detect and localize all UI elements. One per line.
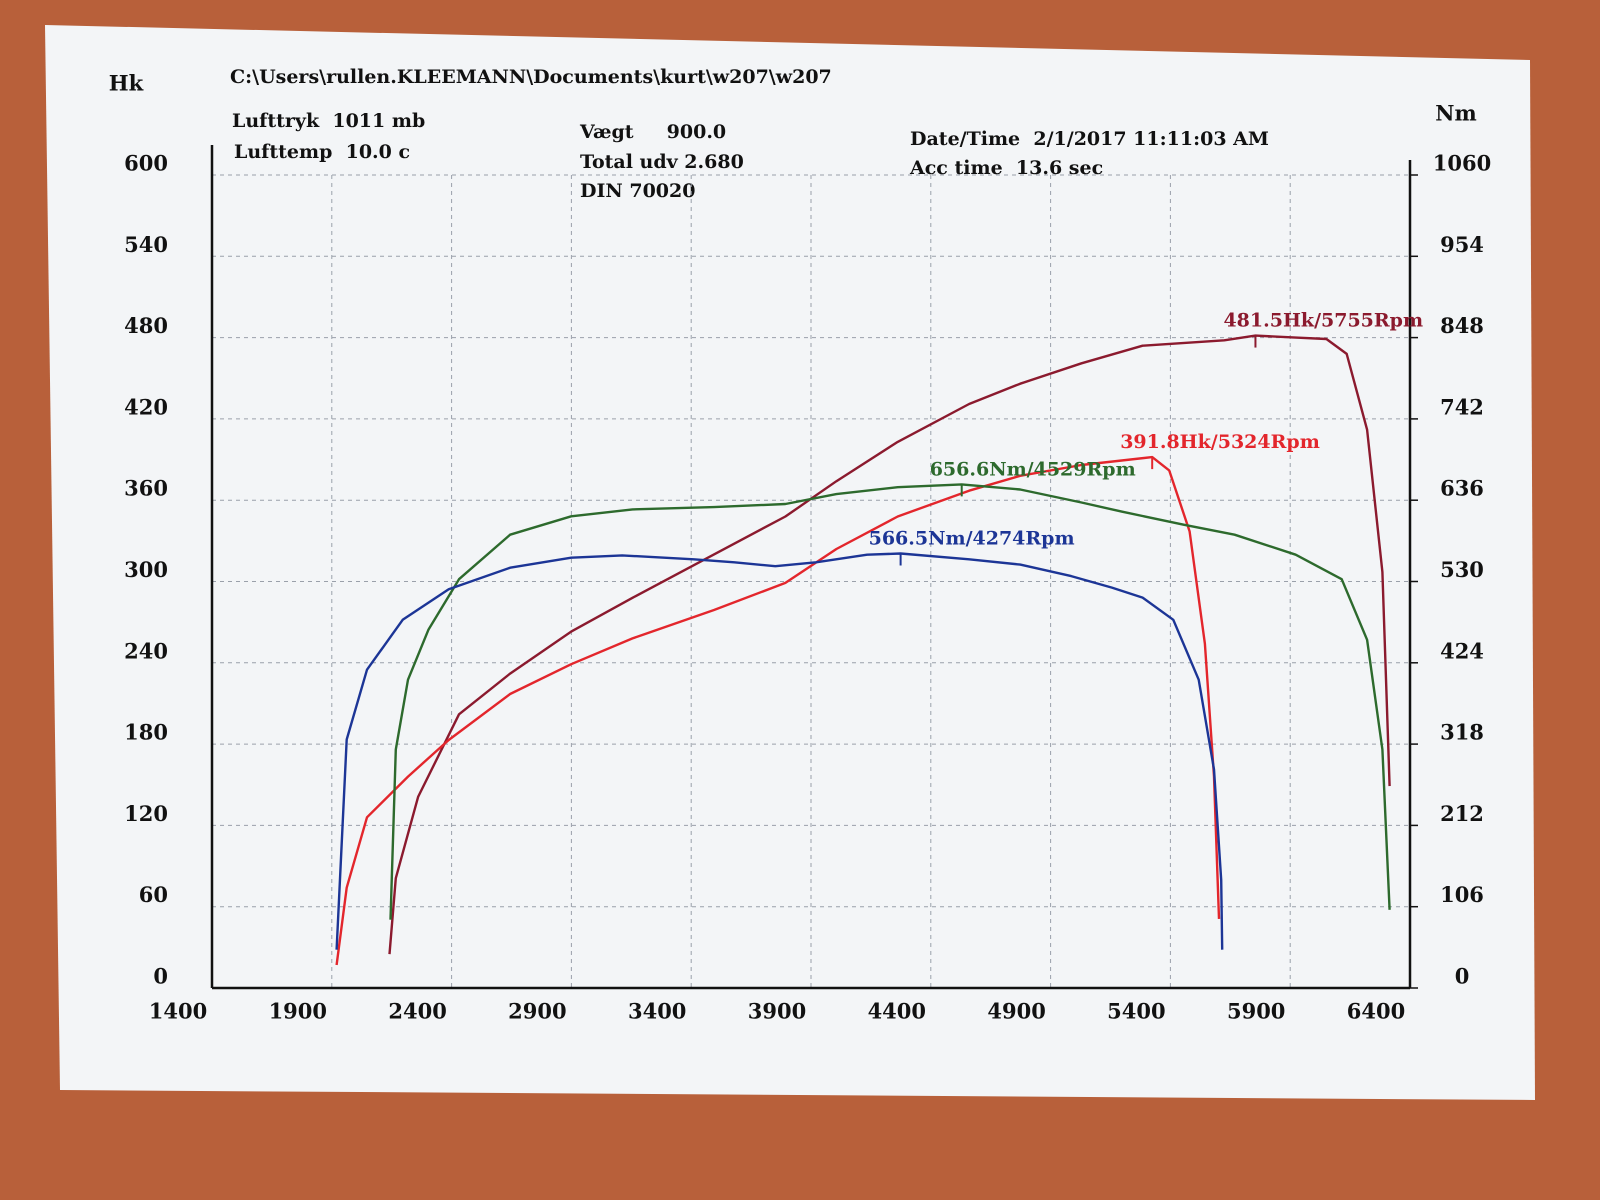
y-tick-label: 360 (124, 476, 168, 501)
peak-label: 566.5Nm/4274Rpm (869, 528, 1075, 550)
x-tick-label: 2400 (388, 999, 446, 1024)
info-text: Acc time 13.6 sec (909, 157, 1103, 179)
x-tick-label: 3400 (628, 999, 686, 1024)
y-axis-title: Hk (109, 71, 144, 96)
info-text: Date/Time 2/1/2017 11:11:03 AM (910, 128, 1269, 150)
x-tick-label: 5900 (1227, 999, 1285, 1024)
y2-tick-label: 0 (1455, 964, 1470, 989)
y2-tick-label: 848 (1440, 313, 1484, 338)
y-tick-label: 480 (124, 313, 168, 338)
y2-tick-label: 742 (1440, 394, 1484, 419)
y2-tick-label: 1060 (1433, 151, 1491, 176)
y2-tick-label: 318 (1440, 720, 1484, 745)
x-tick-label: 4900 (987, 999, 1045, 1024)
x-tick-label: 3900 (748, 999, 806, 1024)
y-tick-label: 600 (124, 151, 168, 176)
y-tick-label: 240 (124, 638, 168, 663)
curve (335, 552, 1224, 950)
x-tick-label: 2900 (508, 999, 566, 1024)
curve (388, 334, 1391, 955)
y2-tick-label: 106 (1440, 882, 1484, 907)
y-tick-label: 60 (139, 882, 168, 907)
y-tick-label: 540 (124, 232, 168, 257)
paper (45, 25, 1535, 1100)
y2-tick-label: 530 (1440, 557, 1484, 582)
x-tick-label: 5400 (1107, 999, 1165, 1024)
y2-tick-label: 636 (1440, 476, 1484, 501)
y-tick-label: 420 (124, 394, 168, 419)
y-tick-label: 180 (124, 720, 168, 745)
peak-label: 481.5Hk/5755Rpm (1223, 310, 1423, 332)
y2-tick-label: 424 (1440, 638, 1484, 663)
peak-label: 391.8Hk/5324Rpm (1120, 431, 1320, 453)
y-tick-label: 300 (124, 557, 168, 582)
info-text: DIN 70020 (580, 180, 695, 202)
info-text: C:\Users\rullen.KLEEMANN\Documents\kurt\… (230, 66, 832, 88)
x-tick-label: 1900 (269, 999, 327, 1024)
y-tick-label: 0 (153, 964, 168, 989)
curve (389, 483, 1391, 920)
y2-axis-title: Nm (1435, 101, 1476, 126)
peak-label: 656.6Nm/4529Rpm (930, 458, 1136, 480)
y2-tick-label: 212 (1440, 801, 1484, 826)
info-text: Vægt 900.0 (579, 121, 726, 143)
x-tick-label: 4400 (868, 999, 926, 1024)
info-text: Lufttryk 1011 mb (232, 110, 425, 132)
info-text: Total udv 2.680 (580, 151, 744, 173)
y-tick-label: 120 (124, 801, 168, 826)
y2-tick-label: 954 (1440, 232, 1484, 257)
curve (335, 455, 1221, 966)
x-tick-label: 6400 (1347, 999, 1405, 1024)
x-tick-label: 1400 (149, 999, 207, 1024)
info-text: Lufttemp 10.0 c (234, 141, 410, 163)
